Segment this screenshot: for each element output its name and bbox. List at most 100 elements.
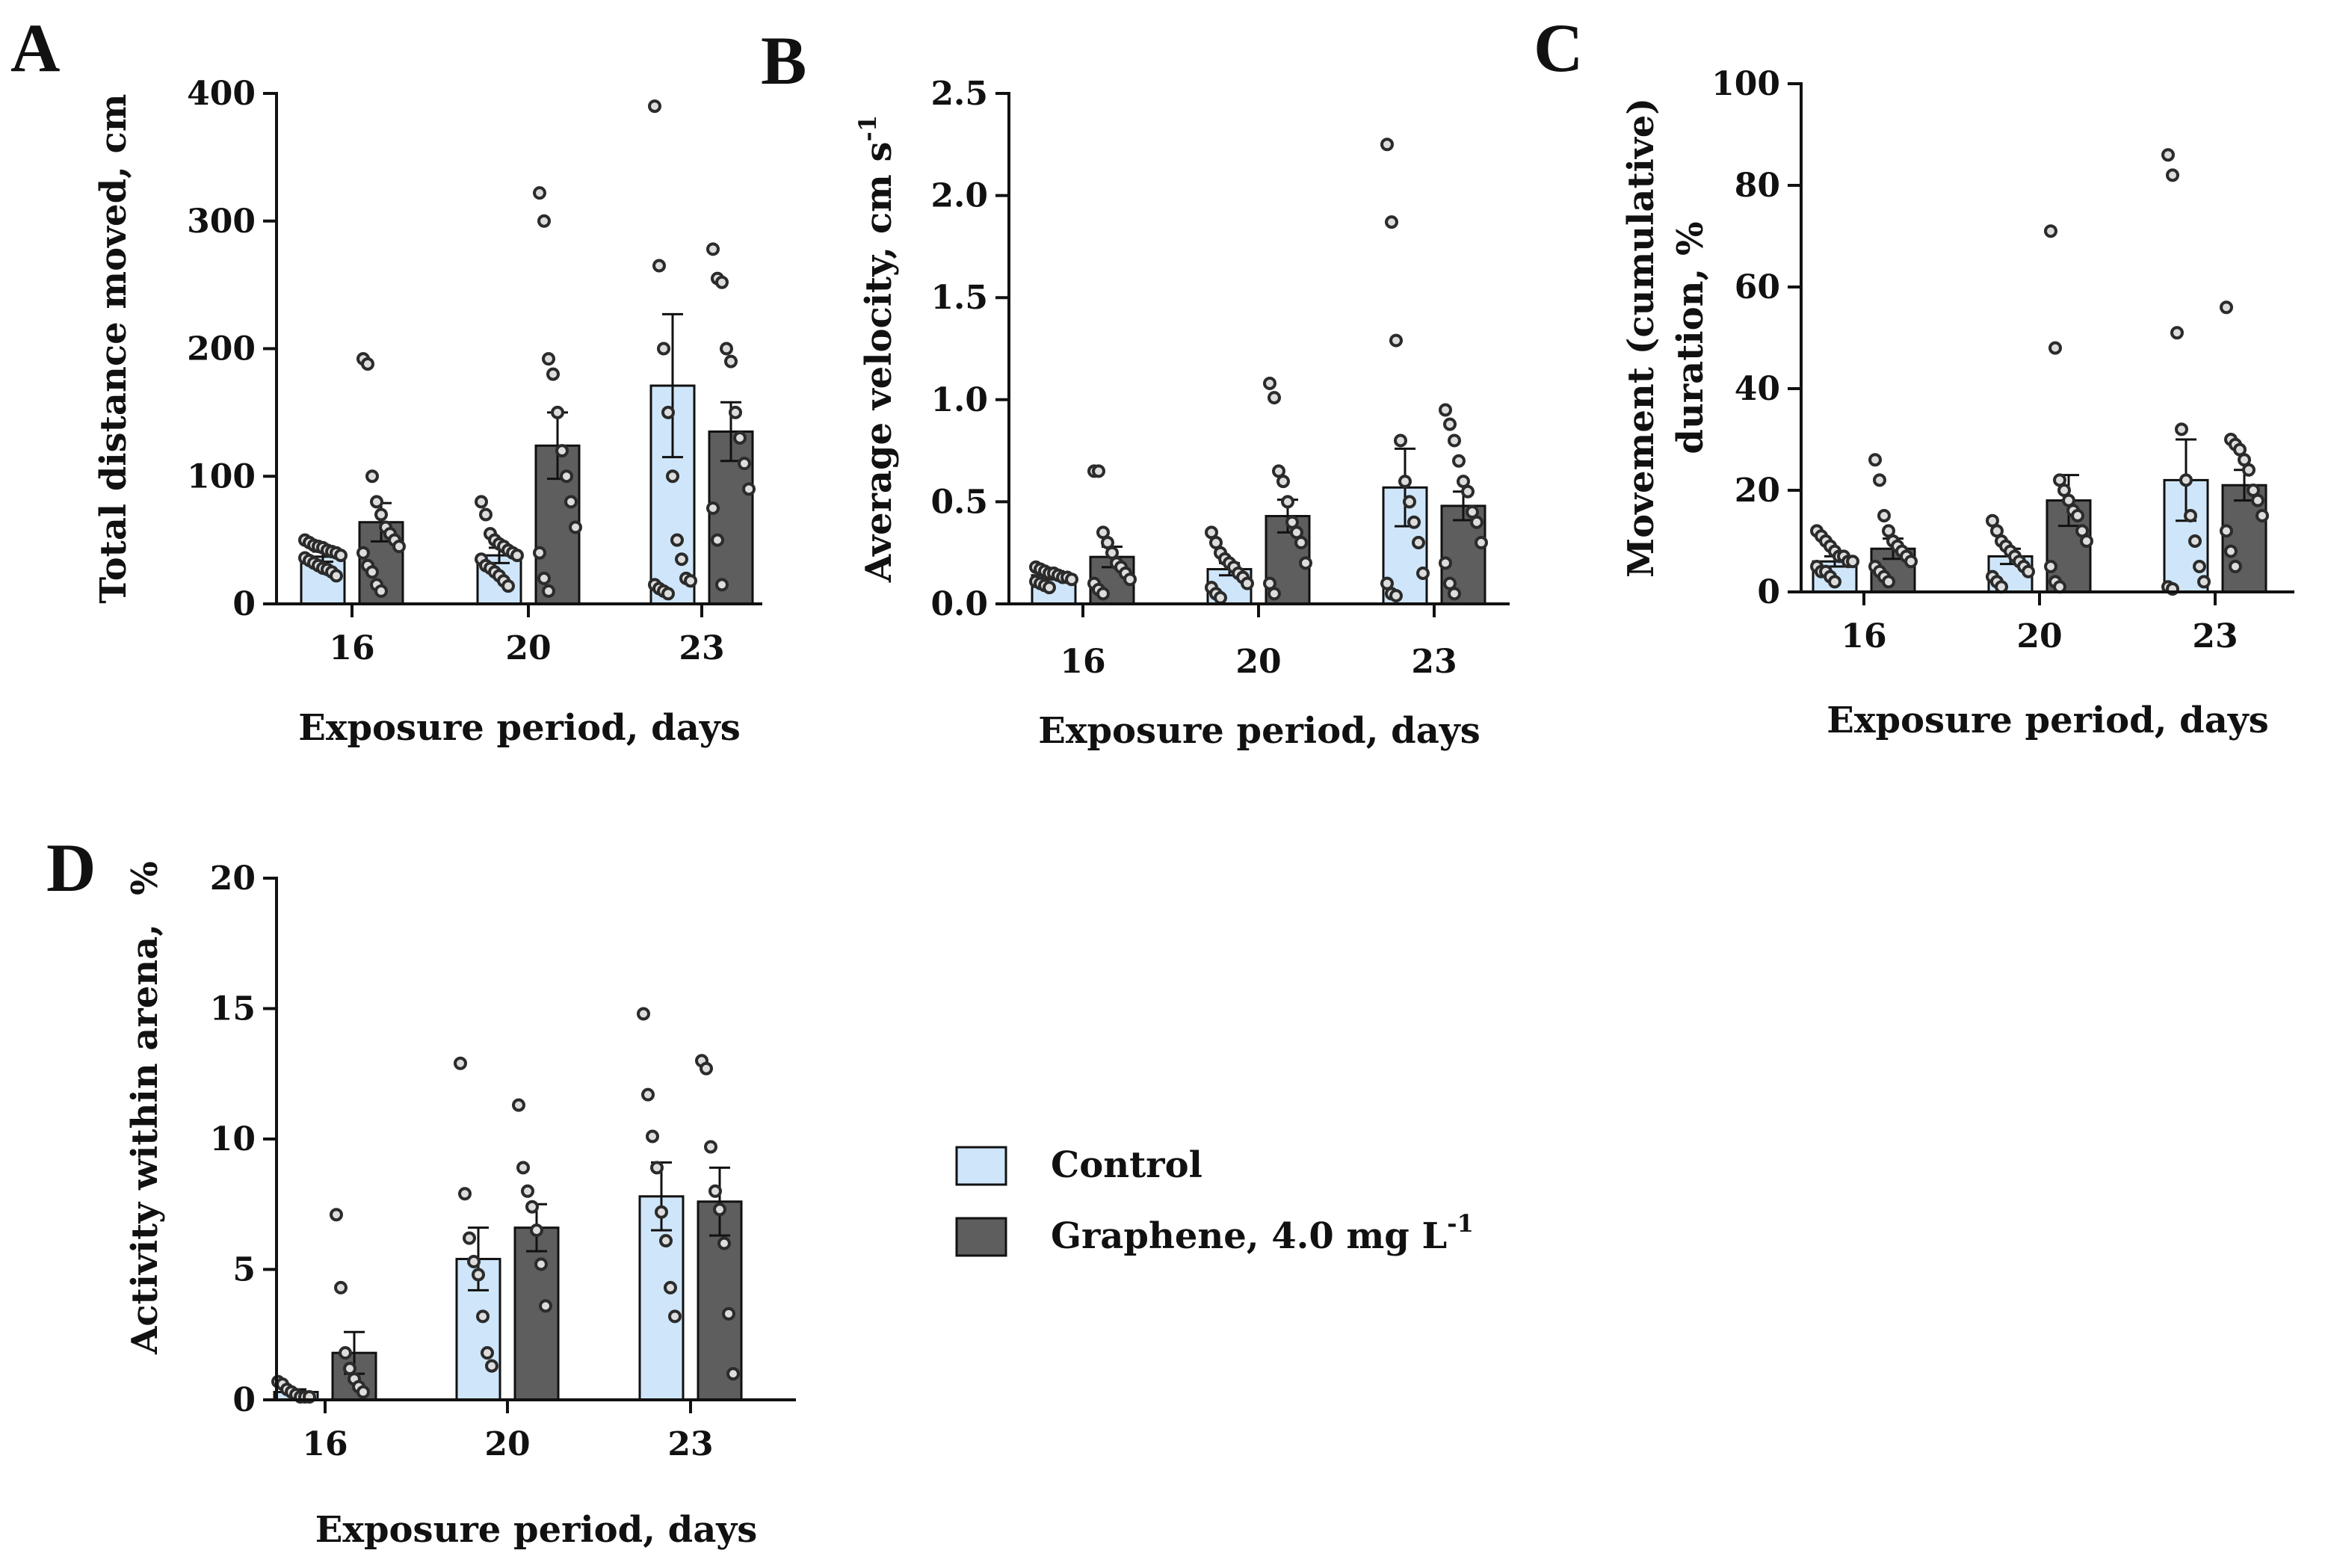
data-point [1407, 515, 1421, 529]
panel-letter: D [46, 830, 96, 906]
data-point [2175, 422, 2188, 436]
data-point [715, 578, 729, 592]
data-point [704, 1140, 717, 1154]
data-point [542, 352, 555, 366]
data-point [717, 1236, 731, 1250]
legend-swatch [955, 1217, 1007, 1257]
data-point [479, 507, 493, 522]
y-tick-label: 100 [187, 457, 256, 496]
data-point [361, 356, 374, 371]
legend-item-control: Control [955, 1144, 1202, 1186]
y-tick-label: 20 [1735, 472, 1780, 510]
data-point [670, 533, 684, 547]
x-tick-label: 16 [1841, 617, 1886, 655]
data-point [1828, 575, 1841, 589]
data-point [525, 1200, 539, 1214]
data-point [1389, 589, 1403, 603]
data-point [1416, 567, 1430, 581]
data-point [374, 507, 388, 522]
x-tick-label: 23 [2192, 617, 2238, 655]
data-point [661, 405, 675, 419]
x-tick-label: 20 [2016, 617, 2062, 655]
panel-a: A 0 100 200 300 400 16 20 23 Exposure period, day… [10, 10, 762, 749]
data-point [2184, 509, 2197, 522]
data-point [729, 405, 742, 419]
data-point [330, 1208, 343, 1222]
data-point [2048, 341, 2062, 355]
data-point [458, 1187, 472, 1201]
y-tick-label: 2.0 [930, 177, 988, 215]
y-tick-label: 0 [232, 1381, 256, 1419]
data-point [330, 569, 343, 583]
y-tick-label: 40 [1735, 370, 1780, 408]
y-tick-label: 0.5 [930, 483, 988, 521]
data-point [1092, 464, 1105, 478]
data-point [343, 1362, 356, 1376]
y-tick-label: 0 [1757, 573, 1780, 611]
data-point [1403, 495, 1416, 509]
data-point [684, 574, 697, 588]
y-tick-label: 1.0 [930, 381, 988, 419]
data-point [365, 565, 379, 579]
x-axis-title: Exposure period, days [315, 1509, 757, 1551]
x-axis-title: Exposure period, days [298, 707, 740, 749]
data-point [2170, 326, 2184, 340]
data-point [1214, 590, 1227, 605]
data-point [1299, 556, 1312, 570]
data-point [356, 546, 370, 560]
data-point [2044, 560, 2057, 573]
data-point [1448, 587, 1461, 601]
data-point [1043, 581, 1056, 595]
y-tick-label: 10 [210, 1120, 256, 1158]
data-point [510, 549, 524, 563]
data-point [1096, 587, 1110, 601]
data-point [668, 1309, 682, 1324]
data-point [652, 259, 666, 273]
data-point [1452, 454, 1466, 468]
y-tick-label: 60 [1735, 268, 1780, 306]
data-point [715, 275, 729, 289]
bar [513, 1226, 560, 1401]
data-point [1461, 484, 1475, 499]
data-point [720, 342, 733, 356]
data-point [2242, 463, 2256, 477]
y-axis-title-2: duration, % [1670, 221, 1711, 454]
data-point [1241, 576, 1254, 590]
data-point [706, 501, 720, 515]
y-tick-label: 0.0 [930, 585, 988, 623]
panel-letter: C [1534, 10, 1583, 86]
x-tick-label: 16 [302, 1425, 348, 1463]
data-point [476, 1309, 490, 1324]
data-point [1882, 575, 1895, 589]
data-point [530, 1223, 543, 1238]
data-point [1439, 556, 1452, 570]
data-point [1448, 433, 1461, 448]
data-point [706, 242, 720, 256]
data-point [533, 186, 546, 200]
data-point [700, 1061, 713, 1075]
data-point [2044, 224, 2057, 238]
x-tick-label: 20 [1235, 643, 1281, 681]
data-point [2022, 564, 2035, 578]
data-point [1268, 391, 1281, 405]
data-point [1263, 376, 1276, 390]
data-point [334, 549, 348, 563]
data-point [546, 367, 560, 381]
data-point [485, 1359, 498, 1373]
data-point [555, 444, 569, 458]
y-tick-label: 15 [210, 990, 256, 1028]
legend-swatch [955, 1146, 1007, 1186]
data-point [648, 99, 661, 114]
data-point [2251, 493, 2264, 507]
panel-letter: B [761, 22, 806, 99]
data-point [2256, 509, 2269, 522]
data-point [564, 495, 578, 509]
data-point [537, 214, 551, 228]
data-point [722, 1306, 735, 1321]
data-point [659, 1234, 673, 1248]
data-point [537, 571, 551, 585]
y-tick-label: 400 [187, 75, 256, 113]
y-tick-label: 0 [232, 585, 256, 623]
data-point [733, 431, 747, 445]
